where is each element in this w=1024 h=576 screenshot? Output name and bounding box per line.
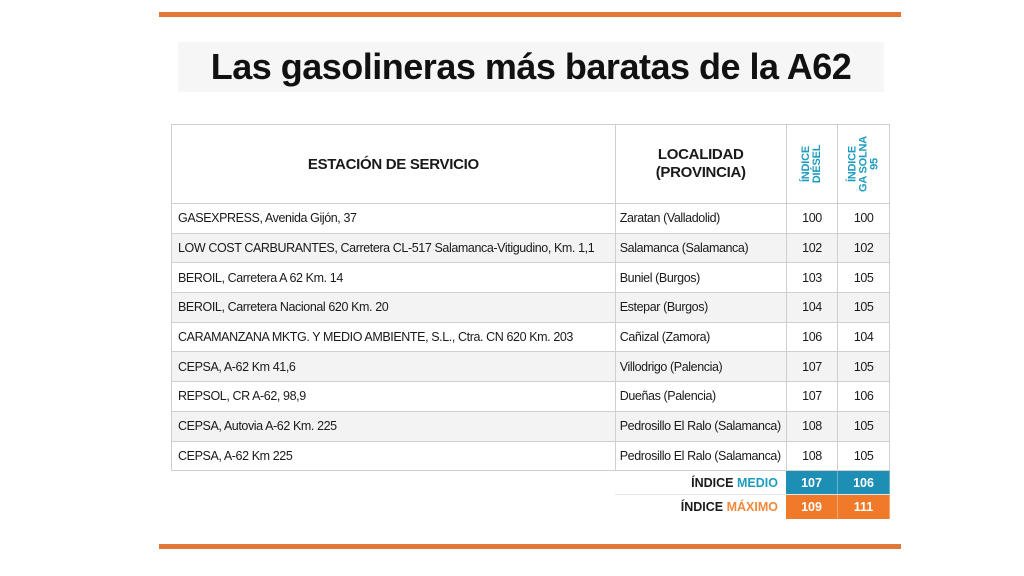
- table-row: REPSOL, CR A-62, 98,9 Dueñas (Palencia) …: [171, 381, 890, 412]
- summary-medio-label-prefix: ÍNDICE: [691, 476, 734, 490]
- gasolina-cell: 104: [837, 321, 890, 353]
- station-cell: BEROIL, Carretera Nacional 620 Km. 20: [171, 292, 616, 323]
- station-cell: REPSOL, CR A-62, 98,9: [171, 381, 616, 412]
- header-gasolina-line3: 95: [868, 158, 881, 170]
- station-cell: CEPSA, A-62 Km 41,6: [171, 351, 616, 383]
- summary-maximo-label: ÍNDICE MÁXIMO: [615, 495, 786, 519]
- table-row: CEPSA, Autovia A-62 Km. 225 Pedrosillo E…: [171, 410, 890, 442]
- summary-medio-diesel: 107: [786, 471, 838, 494]
- station-cell: GASEXPRESS, Avenida Gijón, 37: [171, 203, 616, 234]
- table-row: LOW COST CARBURANTES, Carretera CL-517 S…: [171, 232, 890, 264]
- locality-cell: Pedrosillo El Ralo (Salamanca): [614, 410, 787, 442]
- summary-row-maximo: ÍNDICE MÁXIMO 109 111: [615, 495, 890, 519]
- gasolina-cell: 106: [837, 381, 890, 412]
- locality-cell: Dueñas (Palencia): [614, 381, 787, 412]
- station-cell: LOW COST CARBURANTES, Carretera CL-517 S…: [171, 232, 616, 264]
- locality-cell: Cañizal (Zamora): [614, 321, 787, 353]
- gasolina-cell: 105: [837, 410, 890, 442]
- locality-cell: Villodrigo (Palencia): [614, 351, 787, 383]
- header-gasolina-index: ÍNDICE GA SOLNA 95: [837, 124, 890, 204]
- summary-medio-label-suffix: MEDIO: [737, 476, 778, 490]
- locality-cell: Buniel (Burgos): [614, 262, 787, 294]
- header-diesel-index: ÍNDICE DIÉSEL: [785, 124, 839, 204]
- header-locality-line2: (PROVINCIA): [655, 164, 746, 181]
- header-diesel-line2: DIÉSEL: [811, 144, 823, 184]
- diesel-cell: 102: [785, 232, 839, 264]
- table-row: CEPSA, A-62 Km 225 Pedrosillo El Ralo (S…: [171, 440, 890, 472]
- header-station: ESTACIÓN DE SERVICIO: [171, 124, 616, 204]
- gasolina-cell: 105: [837, 440, 890, 472]
- summary-maximo-label-prefix: ÍNDICE: [680, 500, 724, 514]
- table-header-row: ESTACIÓN DE SERVICIO LOCALIDAD (PROVINCI…: [171, 124, 890, 204]
- header-locality: LOCALIDAD (PROVINCIA): [614, 124, 787, 204]
- summary-maximo-label-suffix: MÁXIMO: [726, 500, 778, 514]
- bottom-orange-rule: [159, 544, 901, 549]
- page-title: Las gasolineras más baratas de la A62: [210, 46, 852, 87]
- diesel-cell: 103: [785, 262, 839, 294]
- header-locality-line1: LOCALIDAD: [657, 146, 744, 163]
- gasolina-cell: 105: [837, 262, 890, 294]
- diesel-cell: 108: [785, 440, 839, 472]
- summary-maximo-diesel: 109: [786, 495, 838, 519]
- diesel-cell: 107: [785, 381, 839, 412]
- gasolina-cell: 105: [837, 351, 890, 383]
- table-row: BEROIL, Carretera Nacional 620 Km. 20 Es…: [171, 292, 890, 323]
- table-row: CEPSA, A-62 Km 41,6 Villodrigo (Palencia…: [171, 351, 890, 383]
- summary-row-medio: ÍNDICE MEDIO 107 106: [615, 471, 890, 495]
- summary-medio-gasolina: 106: [838, 471, 890, 494]
- gas-stations-table: ESTACIÓN DE SERVICIO LOCALIDAD (PROVINCI…: [171, 124, 890, 472]
- gasolina-cell: 105: [837, 292, 890, 323]
- diesel-cell: 108: [785, 410, 839, 442]
- station-cell: CEPSA, A-62 Km 225: [171, 440, 616, 472]
- table-row: GASEXPRESS, Avenida Gijón, 37 Zaratan (V…: [171, 203, 890, 234]
- gasolina-cell: 102: [837, 232, 890, 264]
- locality-cell: Salamanca (Salamanca): [614, 232, 787, 264]
- table-row: CARAMANZANA MKTG. Y MEDIO AMBIENTE, S.L.…: [171, 321, 890, 353]
- diesel-cell: 107: [785, 351, 839, 383]
- summary-block: ÍNDICE MEDIO 107 106 ÍNDICE MÁXIMO 109 1…: [615, 471, 890, 519]
- locality-cell: Estepar (Burgos): [614, 292, 787, 323]
- header-gasolina-line1: ÍNDICE: [846, 145, 859, 183]
- station-cell: BEROIL, Carretera A 62 Km. 14: [171, 262, 616, 294]
- header-gasolina-line2: GA SOLNA: [857, 135, 870, 193]
- summary-medio-label: ÍNDICE MEDIO: [615, 471, 786, 494]
- table-row: BEROIL, Carretera A 62 Km. 14 Buniel (Bu…: [171, 262, 890, 294]
- top-orange-rule: [159, 12, 901, 17]
- title-band: Las gasolineras más baratas de la A62: [178, 42, 884, 92]
- diesel-cell: 106: [785, 321, 839, 353]
- locality-cell: Zaratan (Valladolid): [614, 203, 787, 234]
- diesel-cell: 100: [785, 203, 839, 234]
- summary-maximo-gasolina: 111: [838, 495, 890, 519]
- gasolina-cell: 100: [837, 203, 890, 234]
- locality-cell: Pedrosillo El Ralo (Salamanca): [614, 440, 787, 472]
- diesel-cell: 104: [785, 292, 839, 323]
- station-cell: CARAMANZANA MKTG. Y MEDIO AMBIENTE, S.L.…: [171, 321, 616, 353]
- station-cell: CEPSA, Autovia A-62 Km. 225: [171, 410, 616, 442]
